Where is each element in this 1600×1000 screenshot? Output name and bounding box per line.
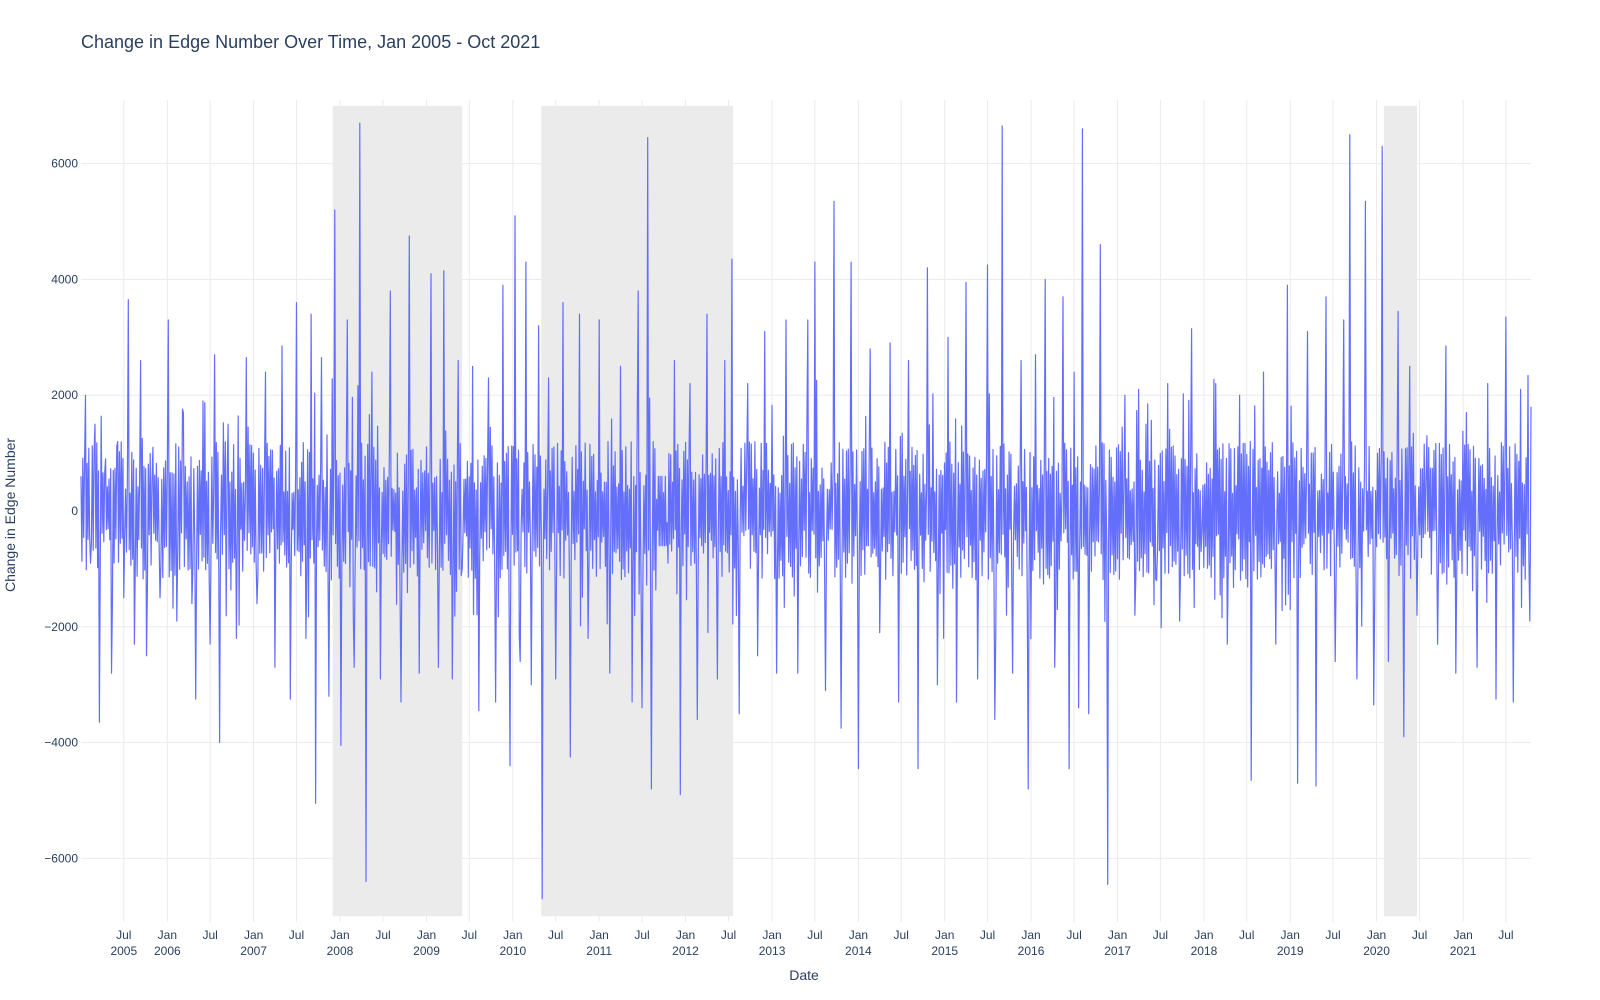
- x-tick-label: Jul: [1066, 928, 1081, 942]
- x-tick-label: Jan: [1194, 928, 1213, 942]
- x-tick-label: Jan: [1021, 928, 1040, 942]
- x-tick-year-label: 2013: [759, 944, 786, 958]
- x-tick-year-label: 2012: [672, 944, 699, 958]
- x-tick-label: Jan: [244, 928, 263, 942]
- x-tick-label: Jul: [548, 928, 563, 942]
- series-line: [80, 122, 1532, 900]
- x-tick-year-label: 2019: [1277, 944, 1304, 958]
- x-tick-label: Jan: [330, 928, 349, 942]
- x-tick-label: Jul: [1498, 928, 1513, 942]
- x-tick-label: Jan: [503, 928, 522, 942]
- x-tick-label: Jul: [1239, 928, 1254, 942]
- x-tick-year-label: 2008: [327, 944, 354, 958]
- y-tick-label: −6000: [44, 851, 78, 865]
- x-tick-label: Jul: [462, 928, 477, 942]
- y-tick-label: 0: [71, 504, 78, 518]
- x-tick-label: Jul: [375, 928, 390, 942]
- x-tick-label: Jan: [589, 928, 608, 942]
- x-tick-label: Jan: [849, 928, 868, 942]
- x-tick-label: Jan: [1281, 928, 1300, 942]
- x-tick-label: Jan: [1453, 928, 1472, 942]
- x-tick-year-label: 2014: [845, 944, 872, 958]
- chart-title: Change in Edge Number Over Time, Jan 200…: [81, 32, 541, 52]
- x-tick-year-label: 2015: [931, 944, 958, 958]
- x-tick-year-label: 2009: [413, 944, 440, 958]
- x-tick-year-label: 2006: [154, 944, 181, 958]
- y-tick-label: −2000: [44, 620, 78, 634]
- y-tick-label: 2000: [51, 388, 78, 402]
- x-axis-title: Date: [789, 967, 819, 983]
- x-tick-label: Jul: [1412, 928, 1427, 942]
- x-tick-year-label: 2007: [240, 944, 267, 958]
- x-tick-year-label: 2020: [1363, 944, 1390, 958]
- x-tick-label: Jan: [158, 928, 177, 942]
- x-tick-year-label: 2005: [110, 944, 137, 958]
- y-tick-label: −4000: [44, 736, 78, 750]
- x-tick-label: Jan: [935, 928, 954, 942]
- y-tick-label: 4000: [51, 272, 78, 286]
- x-tick-label: Jul: [202, 928, 217, 942]
- x-tick-label: Jan: [1367, 928, 1386, 942]
- x-tick-label: Jul: [980, 928, 995, 942]
- x-tick-label: Jan: [417, 928, 436, 942]
- x-tick-year-label: 2017: [1104, 944, 1131, 958]
- x-tick-label: Jul: [289, 928, 304, 942]
- x-tick-year-label: 2011: [586, 944, 612, 958]
- x-tick-label: Jul: [1153, 928, 1168, 942]
- x-tick-year-label: 2021: [1450, 944, 1477, 958]
- x-tick-label: Jul: [634, 928, 649, 942]
- x-tick-label: Jan: [762, 928, 781, 942]
- series-line-layer: [80, 122, 1532, 900]
- x-tick-label: Jul: [721, 928, 736, 942]
- x-tick-label: Jul: [807, 928, 822, 942]
- y-tick-labels: −6000 −4000 −2000 0 2000 4000 6000: [44, 157, 78, 866]
- x-tick-year-label: 2018: [1191, 944, 1218, 958]
- x-tick-label: Jan: [1108, 928, 1127, 942]
- x-tick-label: Jul: [116, 928, 131, 942]
- y-axis-title: Change in Edge Number: [2, 438, 18, 592]
- x-tick-label: Jul: [1325, 928, 1340, 942]
- x-tick-year-label: 2016: [1018, 944, 1045, 958]
- x-tick-labels: Jul 2005 Jan 2006 Jul Jan 2007 Jul Jan 2008 Jul Jan…: [110, 928, 1513, 958]
- x-tick-label: Jan: [676, 928, 695, 942]
- x-tick-year-label: 2010: [500, 944, 527, 958]
- x-tick-label: Jul: [894, 928, 909, 942]
- y-tick-label: 6000: [51, 157, 78, 171]
